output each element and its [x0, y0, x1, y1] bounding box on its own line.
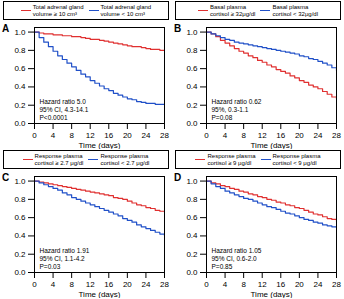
html-text:Basal plasma cortisol < 32μg/d: Basal plasma cortisol < 32μg/dl: [272, 3, 318, 17]
svg-text:20: 20: [123, 131, 132, 140]
svg-text:4: 4: [223, 280, 228, 289]
svg-text:8: 8: [69, 131, 74, 140]
html-text:Response plasma cortisol ≥ 2.7: Response plasma cortisol ≥ 2.7 μg/dl: [34, 152, 84, 166]
svg-text:Time (days): Time (days): [79, 290, 121, 299]
svg-text:16: 16: [276, 280, 285, 289]
svg-text:4: 4: [51, 280, 56, 289]
svg-text:0.0: 0.0: [186, 268, 198, 277]
html-text:A: A: [2, 23, 10, 34]
svg-text:Hazard ratio 0.6295%, 0.3-1.1P: Hazard ratio 0.6295%, 0.3-1.1P=0.08: [212, 98, 262, 121]
svg-text:0.8: 0.8: [186, 46, 198, 55]
svg-text:1.0: 1.0: [14, 177, 26, 186]
svg-text:1.0: 1.0: [14, 28, 26, 37]
svg-text:0.2: 0.2: [14, 250, 26, 259]
svg-text:28: 28: [160, 280, 169, 289]
svg-text:0.6: 0.6: [14, 213, 26, 222]
svg-text:0.6: 0.6: [186, 213, 198, 222]
svg-text:Time (days): Time (days): [79, 141, 121, 150]
svg-text:8: 8: [241, 131, 246, 140]
svg-text:28: 28: [160, 131, 169, 140]
svg-text:0: 0: [204, 131, 209, 140]
svg-text:0.6: 0.6: [14, 64, 26, 73]
svg-text:1.0: 1.0: [186, 28, 198, 37]
svg-text:Time (days): Time (days): [251, 290, 293, 299]
svg-text:8: 8: [241, 280, 246, 289]
svg-text:0.6: 0.6: [186, 64, 198, 73]
html-text:D: D: [174, 172, 182, 183]
html-text:Response plasma cortisol < 9 μ: Response plasma cortisol < 9 μg/dl: [272, 152, 321, 166]
html-text:Response plasma cortisol ≥ 9 μ: Response plasma cortisol ≥ 9 μg/dl: [207, 152, 256, 166]
svg-text:20: 20: [295, 280, 304, 289]
html-text:Total adrenal gland volume < 1: Total adrenal gland volume < 10 cm³: [100, 3, 152, 17]
html-text:Total adrenal gland volume ≥ 1: Total adrenal gland volume ≥ 10 cm³: [32, 3, 84, 17]
svg-text:28: 28: [332, 131, 341, 140]
svg-text:0.4: 0.4: [14, 82, 26, 91]
svg-text:24: 24: [141, 280, 150, 289]
svg-text:0.4: 0.4: [186, 231, 198, 240]
svg-text:0.2: 0.2: [14, 101, 26, 110]
svg-text:0.8: 0.8: [14, 46, 26, 55]
svg-text:Hazard ratio 1.0595% CI, 0.6-2: Hazard ratio 1.0595% CI, 0.6-2.0P=0.85: [212, 247, 262, 270]
svg-text:8: 8: [69, 280, 74, 289]
svg-text:12: 12: [258, 280, 267, 289]
svg-text:16: 16: [104, 280, 113, 289]
svg-text:1.0: 1.0: [186, 177, 198, 186]
svg-text:20: 20: [123, 280, 132, 289]
svg-text:0.2: 0.2: [186, 250, 198, 259]
html-text:B: B: [174, 23, 182, 34]
svg-text:24: 24: [313, 280, 322, 289]
svg-text:28: 28: [332, 280, 341, 289]
svg-text:4: 4: [51, 131, 56, 140]
svg-text:20: 20: [295, 131, 304, 140]
svg-text:0.4: 0.4: [14, 231, 26, 240]
svg-text:24: 24: [141, 131, 150, 140]
svg-text:12: 12: [258, 131, 267, 140]
html-text:Basal plasma cortisol ≥ 32μg/d: Basal plasma cortisol ≥ 32μg/dl: [210, 3, 256, 17]
svg-text:0.0: 0.0: [14, 268, 26, 277]
svg-text:12: 12: [86, 280, 95, 289]
svg-text:Hazard ratio 5.095% CI, 4.3-14: Hazard ratio 5.095% CI, 4.3-14.1P<0.0001: [40, 98, 89, 121]
svg-text:0.4: 0.4: [186, 82, 198, 91]
svg-text:0: 0: [32, 131, 37, 140]
svg-text:16: 16: [104, 131, 113, 140]
svg-text:0.8: 0.8: [186, 195, 198, 204]
svg-text:Time (days): Time (days): [251, 141, 293, 150]
html-text:C: C: [2, 172, 10, 183]
svg-text:0.2: 0.2: [186, 101, 198, 110]
svg-text:Hazard ratio 1.9195% CI, 1.1-4: Hazard ratio 1.9195% CI, 1.1-4.2P=0.03: [40, 247, 90, 270]
svg-text:0: 0: [204, 280, 209, 289]
svg-text:0.0: 0.0: [14, 119, 26, 128]
svg-text:0.0: 0.0: [186, 119, 198, 128]
svg-text:0: 0: [32, 280, 37, 289]
svg-text:4: 4: [223, 131, 228, 140]
svg-text:16: 16: [276, 131, 285, 140]
svg-text:0.8: 0.8: [14, 195, 26, 204]
svg-text:12: 12: [86, 131, 95, 140]
svg-text:24: 24: [313, 131, 322, 140]
html-text:Response plasma cortisol < 2.7: Response plasma cortisol < 2.7 μg/dl: [100, 152, 150, 166]
